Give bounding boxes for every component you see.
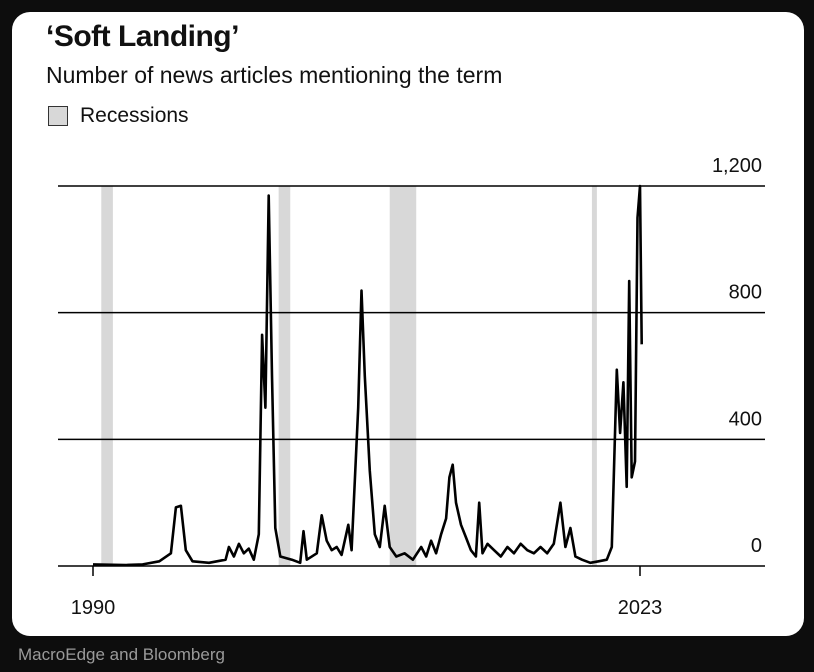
recession-band-1 (278, 186, 291, 566)
recession-band-0 (101, 186, 113, 566)
chart-subtitle: Number of news articles mentioning the t… (46, 62, 503, 88)
y-tick-label: 400 (729, 408, 762, 430)
y-tick-label: 0 (751, 535, 762, 557)
source-note: MacroEdge and Bloomberg (18, 645, 225, 664)
x-tick-label: 1990 (71, 597, 116, 619)
legend: Recessions (48, 104, 189, 128)
y-tick-label: 800 (729, 282, 762, 304)
recession-band-2 (389, 186, 417, 566)
y-tick-label: 1,200 (712, 155, 762, 177)
chart-title: ‘Soft Landing’ (46, 20, 239, 53)
recession-band-3 (591, 186, 597, 566)
x-tick-label: 2023 (618, 597, 663, 619)
legend-swatch-recessions (48, 106, 68, 126)
series-line-0 (92, 184, 643, 567)
legend-label-recessions: Recessions (80, 104, 189, 127)
